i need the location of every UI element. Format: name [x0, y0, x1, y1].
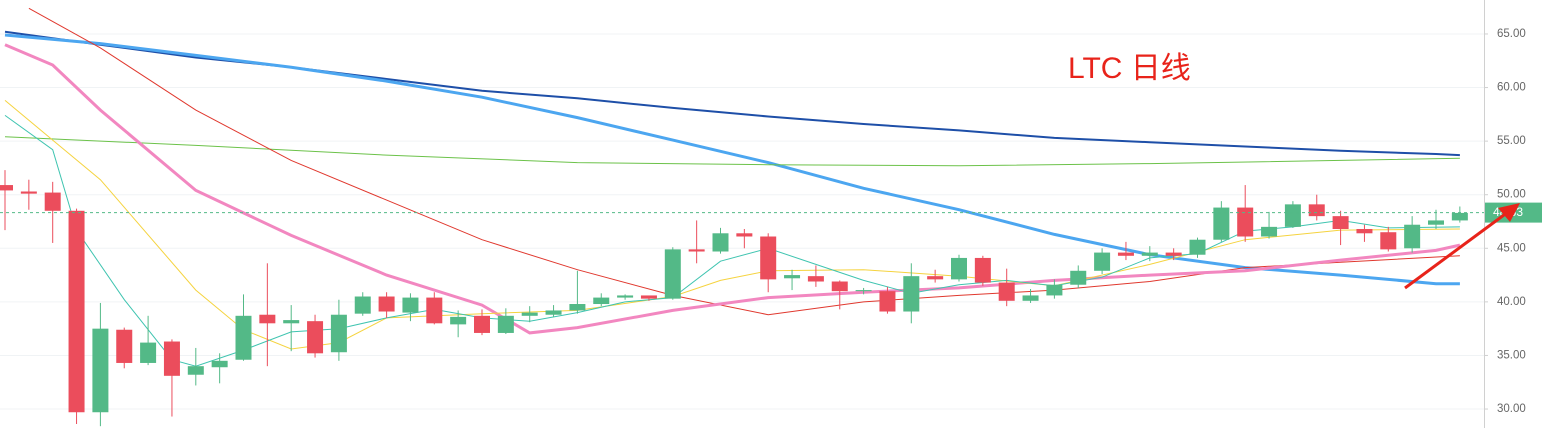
candle-body — [712, 233, 729, 252]
candle-body — [354, 296, 371, 314]
candle-body — [1022, 295, 1039, 301]
candle-body — [1332, 216, 1349, 230]
candle-body — [0, 185, 13, 191]
y-tick-label: 60.00 — [1497, 82, 1526, 94]
candle-body — [92, 328, 109, 413]
candle-body — [1213, 207, 1230, 240]
candle-body — [879, 291, 896, 312]
y-tick-label: 50.00 — [1497, 189, 1526, 201]
ma-lines — [4, 7, 1461, 367]
candle-body — [1094, 252, 1111, 271]
candle-body — [20, 191, 37, 194]
candle-body — [1356, 229, 1373, 234]
y-tick-label: 65.00 — [1497, 28, 1526, 40]
ma-line — [4, 136, 1460, 167]
candle-body — [378, 296, 395, 312]
candle-body — [163, 341, 180, 376]
candle-body — [426, 297, 443, 324]
candle-body — [187, 366, 204, 375]
candle-body — [116, 329, 133, 363]
candle-body — [998, 282, 1015, 301]
candle-body — [1117, 252, 1134, 256]
candle-body — [569, 304, 586, 311]
candle-body — [68, 210, 85, 413]
candle-body — [283, 320, 300, 324]
candle-body — [617, 295, 634, 298]
candle-body — [44, 192, 61, 211]
candle-body — [1284, 204, 1301, 227]
candle-body — [1189, 239, 1206, 255]
y-tick-label: 35.00 — [1497, 349, 1526, 361]
candle-body — [1404, 224, 1421, 249]
candle-body — [855, 290, 872, 292]
y-tick-label: 30.00 — [1497, 403, 1526, 415]
candle-body — [760, 236, 777, 280]
grid — [0, 33, 1484, 410]
candle-body — [545, 310, 562, 315]
candle-body — [1308, 204, 1325, 217]
ma-line — [4, 30, 1460, 157]
ma-line — [4, 43, 1461, 335]
candle-body — [140, 342, 157, 363]
candle-body — [640, 295, 657, 299]
candle-body — [593, 297, 610, 305]
ma-line — [4, 100, 1460, 350]
arrow — [1404, 203, 1520, 290]
y-tick-label: 40.00 — [1497, 296, 1526, 308]
candle-body — [474, 315, 490, 333]
candle-body — [664, 249, 681, 299]
y-tick-label: 45.00 — [1497, 242, 1526, 254]
candle-body — [784, 275, 801, 279]
candle-body — [1070, 270, 1087, 285]
ma-line — [4, 33, 1460, 286]
candle-body — [1141, 252, 1158, 256]
candle-body — [497, 315, 514, 333]
candle-body — [1165, 252, 1182, 256]
candle-body — [951, 257, 967, 280]
candle-body — [974, 257, 991, 283]
candle-body — [927, 276, 944, 280]
candle-body — [1428, 220, 1444, 225]
candle-body — [831, 281, 848, 292]
candle-body — [235, 315, 252, 360]
candle-body — [307, 321, 324, 354]
candle-body — [1237, 207, 1254, 237]
candle-body — [1380, 232, 1397, 250]
candle-body — [330, 314, 347, 353]
candle-body — [1261, 226, 1278, 237]
candle-body — [903, 276, 920, 312]
y-tick-label: 55.00 — [1497, 135, 1526, 147]
candle-body — [688, 249, 705, 252]
candle-body — [259, 314, 276, 324]
chart-title: LTC 日线 — [1068, 52, 1191, 85]
candle-body — [1451, 212, 1468, 221]
y-axis: 30.00 35.00 40.00 45.00 50.00 55.00 60.00 65.00 — [1484, 0, 1526, 428]
candle-body — [736, 233, 753, 237]
candle-body — [807, 276, 824, 282]
candle-body — [1046, 284, 1063, 296]
candle-body — [521, 312, 538, 316]
candles — [0, 170, 1468, 427]
candle-body — [450, 316, 467, 325]
candle-body — [211, 360, 228, 368]
candle-body — [402, 297, 419, 313]
